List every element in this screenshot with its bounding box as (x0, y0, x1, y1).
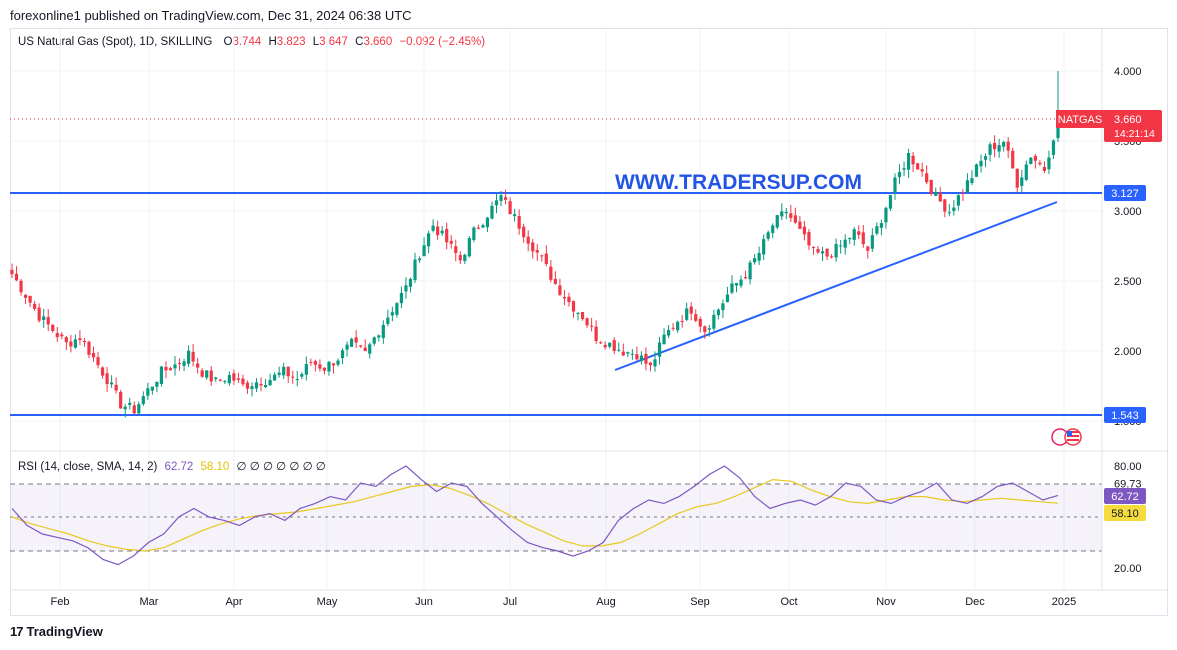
open-label: O (223, 36, 233, 48)
close-value: 3.660 (363, 36, 393, 48)
rsi-legend-extras: ∅ ∅ ∅ ∅ ∅ ∅ ∅ (236, 461, 326, 473)
tradingview-footer[interactable]: 17 TradingView (10, 624, 103, 639)
change-value: −0.092 (−2.45%) (399, 36, 486, 48)
low-label: L (312, 36, 320, 48)
low-value: 3.647 (319, 36, 348, 48)
rsi-legend: RSI (14, close, SMA, 14, 2) 62.72 58.10 … (18, 459, 326, 473)
rsi-legend-sma: 58.10 (200, 461, 230, 473)
tradingview-logo-icon: 17 (10, 624, 24, 639)
open-value: 3.744 (232, 36, 262, 48)
rsi-legend-label[interactable]: RSI (14, close, SMA, 14, 2) (18, 461, 158, 473)
high-label: H (268, 36, 277, 48)
chart-frame (10, 28, 1168, 616)
price-legend: US Natural Gas (Spot), 1D, SKILLING O3.7… (18, 36, 485, 48)
close-label: C (355, 36, 364, 48)
high-value: 3.823 (276, 36, 306, 48)
tradingview-brand: TradingView (26, 624, 103, 639)
publisher-line: forexonline1 published on TradingView.co… (10, 8, 412, 23)
rsi-legend-value: 62.72 (164, 461, 194, 473)
symbol-label[interactable]: US Natural Gas (Spot), 1D, SKILLING (18, 36, 213, 48)
